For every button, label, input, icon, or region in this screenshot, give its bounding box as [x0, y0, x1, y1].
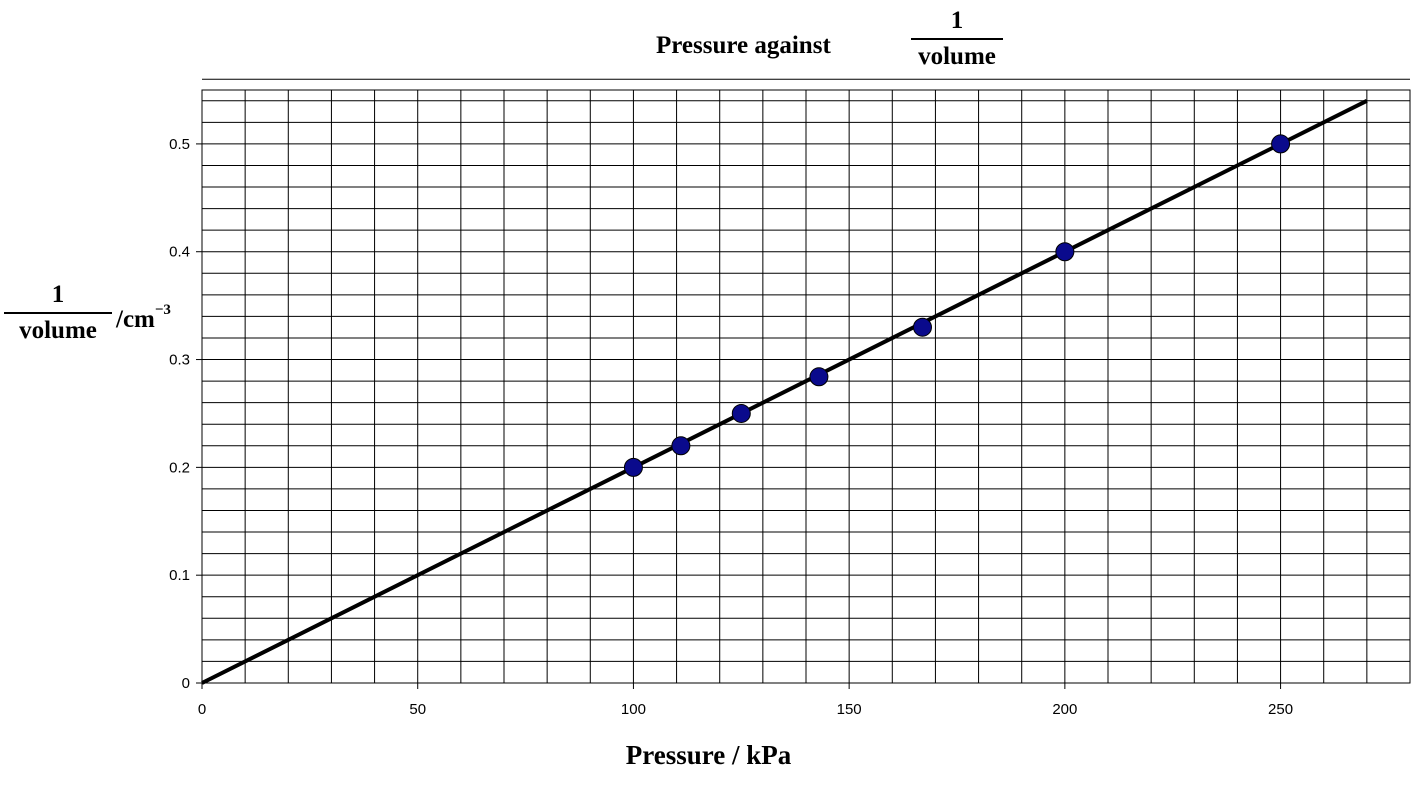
x-tick-label: 50	[409, 701, 426, 718]
chart-title-fraction: 1 volume	[911, 6, 1003, 72]
data-points	[623, 134, 1291, 477]
x-tick-label: 0	[198, 701, 206, 718]
chart-grid	[201, 78, 1411, 684]
x-axis-ticks: 0 50 100 150 200 250	[198, 683, 1293, 718]
data-point	[671, 436, 691, 456]
y-tick-label: 0.4	[169, 244, 190, 261]
y-fraction-bar	[4, 312, 112, 314]
fit-line-layer	[201, 98, 1368, 685]
y-tick-label: 0.1	[169, 567, 190, 584]
data-point	[731, 403, 751, 423]
y-axis-unit-text: /cm	[116, 306, 155, 333]
y-tick-label: 0	[182, 675, 190, 692]
data-point	[912, 317, 932, 337]
fit-line	[201, 98, 1368, 685]
title-fraction-numerator: 1	[950, 7, 964, 34]
y-tick-label: 0.3	[169, 352, 190, 369]
y-axis-unit-exponent: −3	[154, 302, 171, 318]
data-point	[809, 367, 829, 387]
title-fraction-denominator: volume	[918, 43, 996, 70]
y-axis-label-fraction: 1 volume	[4, 280, 112, 346]
data-point	[1055, 242, 1075, 262]
y-axis-label: 1 volume /cm−3	[4, 280, 204, 360]
plot-area-frame	[201, 89, 1411, 684]
chart-title-text: Pressure against	[656, 32, 831, 59]
y-fraction-denominator: volume	[19, 317, 97, 344]
title-fraction-bar	[911, 38, 1003, 40]
x-tick-label: 100	[621, 701, 646, 718]
y-axis-ticks: 0 0.1 0.2 0.3 0.4 0.5	[169, 136, 202, 692]
y-axis-unit: /cm−3	[116, 302, 171, 334]
y-fraction-numerator: 1	[51, 281, 65, 308]
x-tick-label: 250	[1268, 701, 1293, 718]
x-tick-label: 150	[837, 701, 862, 718]
chart-title: Pressure against 1 volume	[656, 6, 1016, 86]
y-tick-label: 0.2	[169, 459, 190, 476]
data-point	[623, 457, 643, 477]
x-axis-label: Pressure / kPa	[625, 740, 792, 770]
data-point	[1271, 134, 1291, 154]
x-tick-label: 200	[1052, 701, 1077, 718]
y-tick-label: 0.5	[169, 136, 190, 153]
